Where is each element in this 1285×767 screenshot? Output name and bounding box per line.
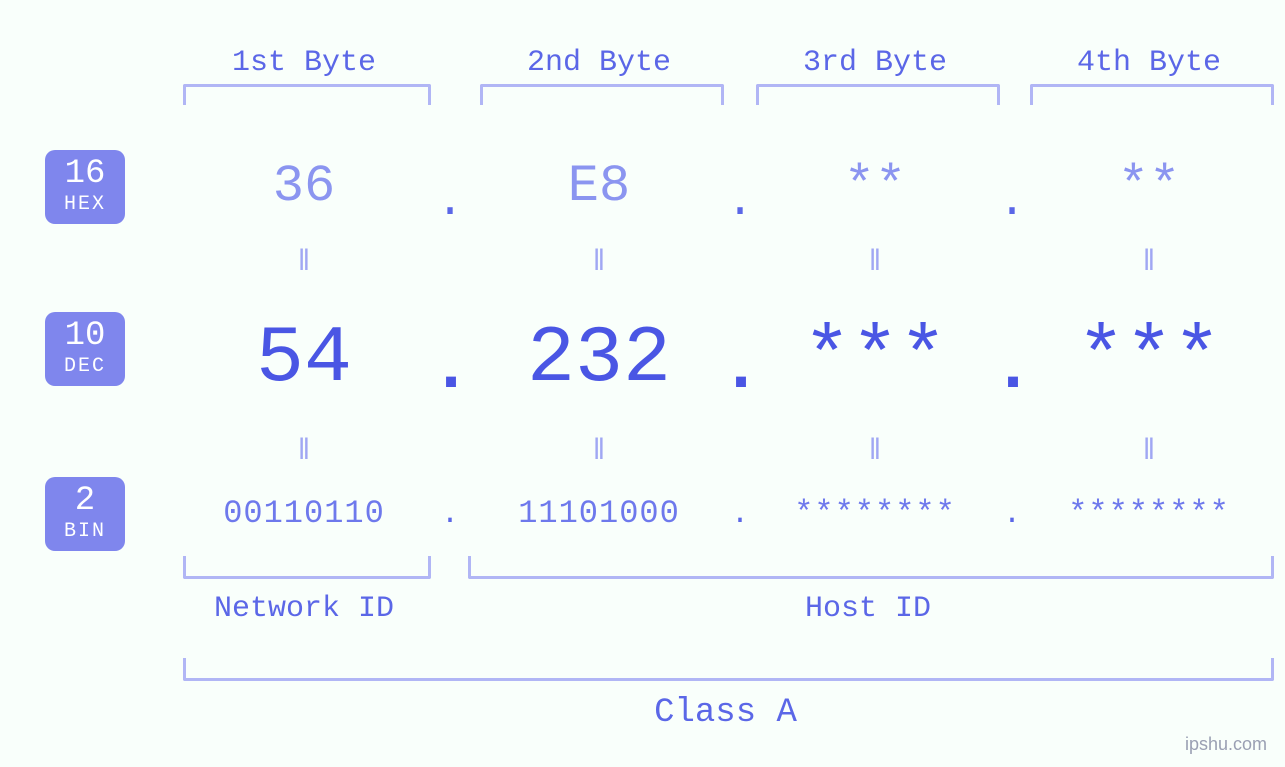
watermark: ipshu.com [1185, 734, 1267, 755]
top-bracket-1 [183, 84, 431, 105]
hex-byte-3: ** [756, 160, 994, 214]
hex-byte-1: 36 [183, 160, 425, 214]
badge-hex-num: 16 [45, 150, 125, 194]
dec-byte-1: 54 [183, 320, 425, 400]
host-id-bracket [468, 556, 1274, 579]
dot-hex-2: . [720, 176, 760, 228]
dot-dec-3: . [992, 330, 1032, 409]
host-id-label: Host ID [468, 592, 1268, 626]
badge-hex-label: HEX [45, 194, 125, 216]
badge-bin-label: BIN [45, 521, 125, 543]
dot-dec-1: . [430, 330, 470, 409]
bin-byte-4: ******** [1030, 496, 1268, 532]
base-badge-hex: 16 HEX [45, 150, 125, 224]
base-badge-dec: 10 DEC [45, 312, 125, 386]
dec-byte-4: *** [1030, 320, 1268, 400]
byte-label-3: 3rd Byte [756, 46, 994, 80]
bin-byte-3: ******** [756, 496, 994, 532]
byte-label-2: 2nd Byte [480, 46, 718, 80]
equals-2d: ǁ [1030, 435, 1268, 469]
ip-diagram: 16 HEX 10 DEC 2 BIN 1st Byte 2nd Byte 3r… [0, 0, 1285, 767]
hex-byte-4: ** [1030, 160, 1268, 214]
bin-byte-1: 00110110 [183, 496, 425, 532]
class-label: Class A [183, 694, 1268, 732]
hex-byte-2: E8 [480, 160, 718, 214]
equals-1a: ǁ [183, 246, 425, 280]
badge-dec-num: 10 [45, 312, 125, 356]
equals-2a: ǁ [183, 435, 425, 469]
dot-dec-2: . [720, 330, 760, 409]
network-id-bracket [183, 556, 431, 579]
top-bracket-2 [480, 84, 724, 105]
badge-dec-label: DEC [45, 356, 125, 378]
dot-bin-1: . [430, 498, 470, 532]
bin-byte-2: 11101000 [480, 496, 718, 532]
dot-bin-2: . [720, 498, 760, 532]
dec-byte-2: 232 [480, 320, 718, 400]
byte-label-1: 1st Byte [183, 46, 425, 80]
byte-label-4: 4th Byte [1030, 46, 1268, 80]
dot-hex-3: . [992, 176, 1032, 228]
dec-byte-3: *** [756, 320, 994, 400]
dot-hex-1: . [430, 176, 470, 228]
equals-2c: ǁ [756, 435, 994, 469]
equals-2b: ǁ [480, 435, 718, 469]
equals-1c: ǁ [756, 246, 994, 280]
network-id-label: Network ID [183, 592, 425, 626]
top-bracket-4 [1030, 84, 1274, 105]
dot-bin-3: . [992, 498, 1032, 532]
badge-bin-num: 2 [45, 477, 125, 521]
equals-1b: ǁ [480, 246, 718, 280]
top-bracket-3 [756, 84, 1000, 105]
equals-1d: ǁ [1030, 246, 1268, 280]
class-bracket [183, 658, 1274, 681]
base-badge-bin: 2 BIN [45, 477, 125, 551]
